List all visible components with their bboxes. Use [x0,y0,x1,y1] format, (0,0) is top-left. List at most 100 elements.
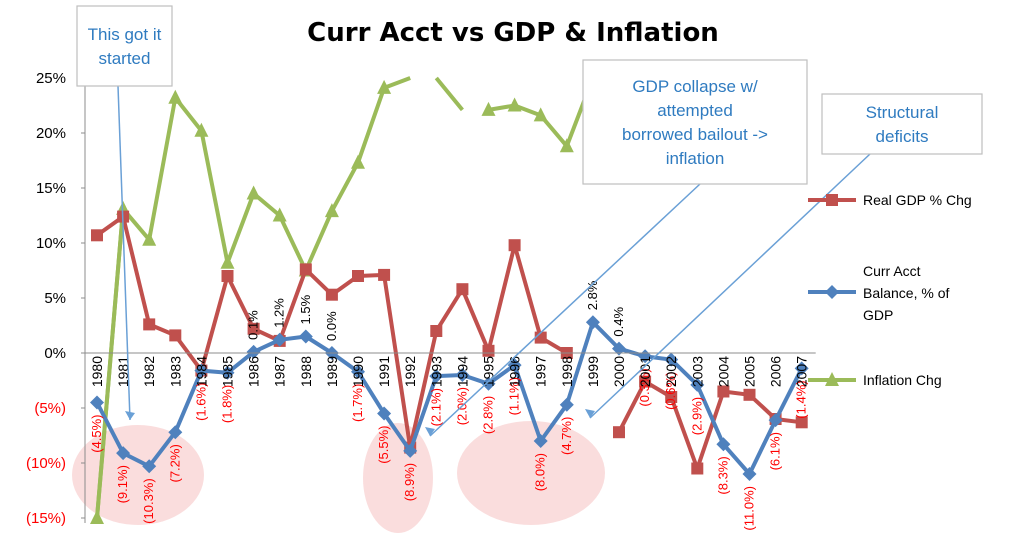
y-tick-label: (15%) [26,510,66,527]
curr-acct-point [481,376,496,391]
inflation-point [481,101,496,116]
inflation-point [246,185,261,200]
data-label: (2.9%) [689,397,704,435]
y-tick-label: 20% [36,125,66,142]
curr-acct-point [612,341,626,356]
callout-box [821,93,983,155]
data-label: (6.1%) [768,432,783,470]
callout-text: deficits [876,127,929,146]
inflation-point [533,107,548,122]
inflation-point [142,231,157,246]
data-label: (5.5%) [376,426,391,464]
data-label: (1.1%) [507,377,522,415]
inflation-point [559,138,574,153]
legend-label: Balance, % of [863,285,949,301]
gdp-point [378,268,391,281]
curr-acct-point [377,406,392,421]
gdp-point [795,416,808,429]
curr-acct-point [716,437,731,452]
data-label: (1.4%) [794,380,809,418]
x-tick-label: 2000 [611,356,627,387]
data-label: (2.1%) [428,388,443,426]
curr-acct-point [507,358,522,373]
data-label: (11.0%) [742,486,757,531]
curr-acct-point [298,329,313,344]
x-tick-label: 1981 [115,356,131,387]
curr-acct-point [246,344,261,359]
x-tick-label: 2001 [637,356,653,387]
data-label: 0.1% [246,310,261,340]
x-tick-label: 1982 [141,356,157,387]
highlight-ellipse-1 [72,425,204,525]
x-tick-label: 1995 [481,356,497,387]
x-tick-label: 1987 [272,356,288,387]
x-tick-label: 1984 [193,356,209,387]
highlight-ellipse-2 [363,423,433,533]
legend-marker-diamond [825,285,839,299]
legend-label: GDP [863,307,893,323]
x-tick-label: 1992 [402,356,418,387]
chart-title: Curr Acct vs GDP & Inflation [307,18,719,48]
gdp-point [691,462,704,475]
series-line-3 [488,103,569,148]
x-axis: 1980 1981 1982 1983 1984 1985 1986 1987 1988 1989… [85,352,816,387]
gdp-point [613,426,625,439]
gdp-point [482,344,495,357]
x-tick-label: 2007 [794,356,810,387]
x-tick-label: 1998 [559,356,575,387]
inflation-point [168,89,183,104]
curr-acct-point [116,446,131,461]
x-tick-label: 1989 [324,356,340,387]
data-label: 0.4% [611,307,626,337]
y-tick-label: 15% [36,180,66,197]
legend: Real GDP % Chg Curr Acct Balance, % of GDP I… [808,192,972,388]
callout-arrowhead [425,427,435,436]
data-label: (0.6%) [663,372,678,410]
x-tick-label: 1993 [428,356,444,387]
inflation-offscale-segment [383,76,411,90]
data-label: 0.0% [324,311,339,341]
gdp-point [247,322,260,335]
curr-acct-point [455,368,470,382]
inflation-point [272,207,287,222]
curr-acct-point [742,467,757,481]
y-tick-label: 5% [44,290,66,307]
curr-acct-point [664,352,679,367]
x-tick-label: 1996 [507,356,523,387]
curr-acct-point [403,443,418,458]
x-tick-label: 2002 [663,356,679,387]
x-tick-label: 1983 [167,356,183,387]
gdp-point [325,288,338,301]
callout-text: borrowed bailout -> [622,125,768,144]
data-label: (8.9%) [402,463,417,501]
x-tick-label: 1980 [89,356,105,387]
gdp-point [743,388,756,401]
inflation-point [194,122,209,137]
point-labels: (4.5%) (9.1%) (10.3%) (7.2%) (1.6%) (1.8%) 0.1… [89,280,809,530]
callout-text: This got it [88,25,162,44]
data-label: (2.8%) [481,396,496,434]
data-label: (1.8%) [220,385,235,423]
legend-label: Curr Acct [863,263,921,279]
callout-text: GDP collapse w/ [632,77,758,96]
x-tick-label: 2005 [742,356,758,387]
x-tick-label: 1997 [533,356,549,387]
gdp-point [143,318,156,331]
gdp-point [665,391,678,403]
x-tick-label: 1986 [246,356,262,387]
data-label: (0.3%) [637,368,652,406]
gdp-point [221,270,234,282]
callout-text: inflation [666,149,725,168]
callout-arrowhead [125,411,135,420]
series-lines [90,76,809,524]
y-tick-label: 25% [36,70,66,87]
data-label: (4.5%) [89,415,104,453]
legend-label: Inflation Chg [863,372,942,388]
y-tick-label: 10% [36,235,66,252]
curr-acct-point [194,363,209,378]
curr-acct-point [220,365,235,380]
gdp-point [508,239,521,252]
gdp-point [299,263,312,276]
curr-acct-point [90,395,104,410]
data-label: (7.2%) [167,444,182,482]
